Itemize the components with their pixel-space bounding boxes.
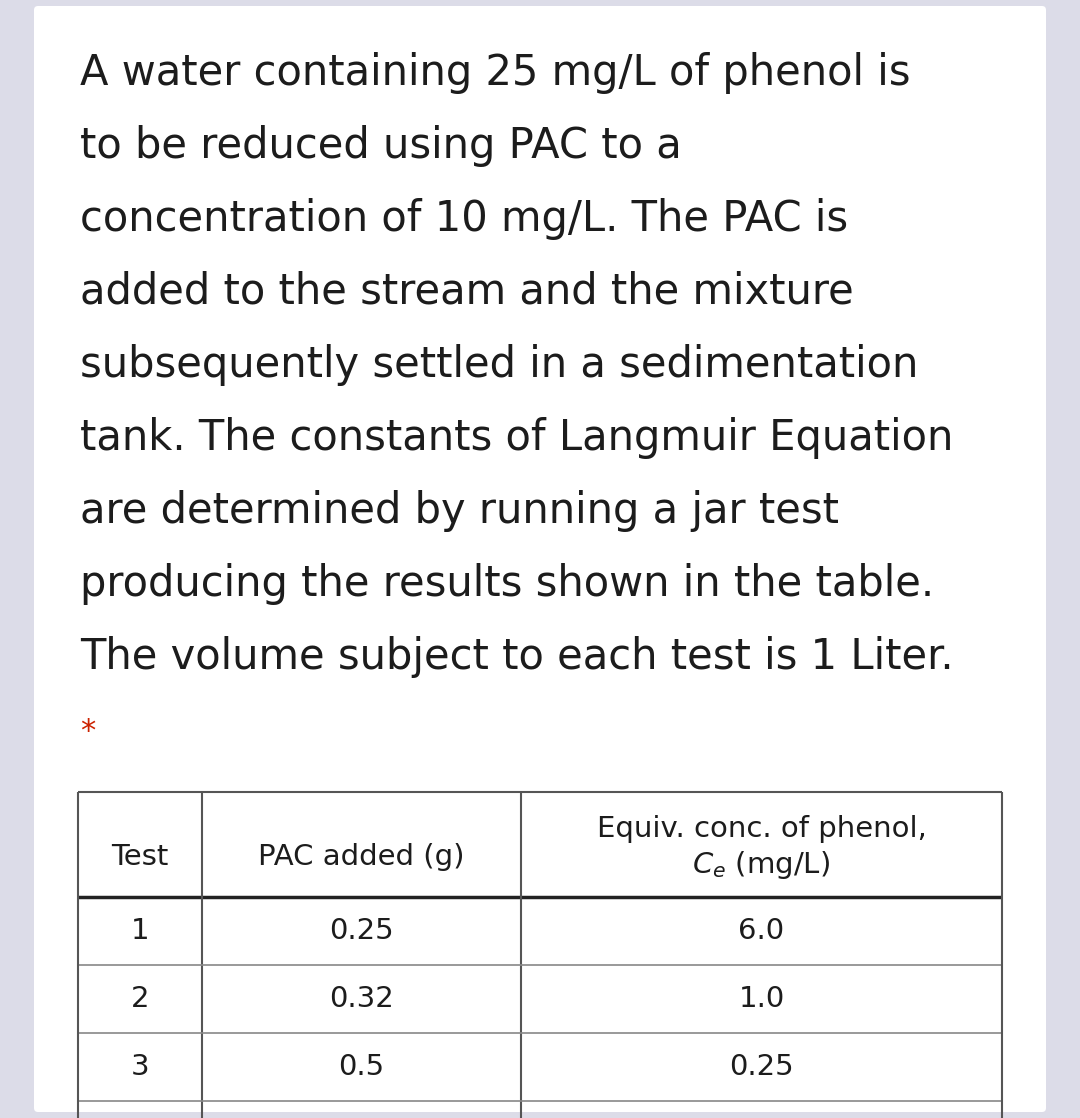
Text: producing the results shown in the table.: producing the results shown in the table… xyxy=(80,563,934,605)
Text: $C_e$ (mg/L): $C_e$ (mg/L) xyxy=(692,849,831,881)
Text: 0.25: 0.25 xyxy=(729,1053,794,1081)
Text: to be reduced using PAC to a: to be reduced using PAC to a xyxy=(80,125,681,167)
Text: PAC added (g): PAC added (g) xyxy=(258,843,464,871)
Text: 3: 3 xyxy=(131,1053,149,1081)
Text: added to the stream and the mixture: added to the stream and the mixture xyxy=(80,271,854,313)
Text: are determined by running a jar test: are determined by running a jar test xyxy=(80,490,839,532)
Text: 2: 2 xyxy=(131,985,149,1013)
Text: subsequently settled in a sedimentation: subsequently settled in a sedimentation xyxy=(80,344,918,386)
Text: 0.5: 0.5 xyxy=(338,1053,384,1081)
Text: 0.25: 0.25 xyxy=(329,917,394,945)
Text: The volume subject to each test is 1 Liter.: The volume subject to each test is 1 Lit… xyxy=(80,636,954,678)
Text: A water containing 25 mg/L of phenol is: A water containing 25 mg/L of phenol is xyxy=(80,53,910,94)
Text: *: * xyxy=(80,717,95,746)
Text: concentration of 10 mg/L. The PAC is: concentration of 10 mg/L. The PAC is xyxy=(80,198,848,240)
Text: Test: Test xyxy=(111,843,168,871)
Text: 6.0: 6.0 xyxy=(739,917,784,945)
Text: 0.32: 0.32 xyxy=(329,985,394,1013)
Text: 1.0: 1.0 xyxy=(739,985,785,1013)
FancyBboxPatch shape xyxy=(33,6,1047,1112)
Text: Equiv. conc. of phenol,: Equiv. conc. of phenol, xyxy=(596,815,927,843)
Text: tank. The constants of Langmuir Equation: tank. The constants of Langmuir Equation xyxy=(80,417,954,459)
Text: 1: 1 xyxy=(131,917,149,945)
